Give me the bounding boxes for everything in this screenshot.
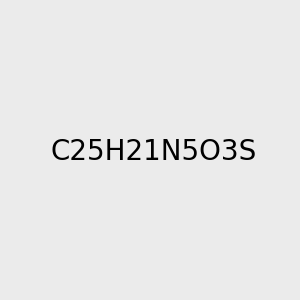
Text: C25H21N5O3S: C25H21N5O3S [51, 137, 257, 166]
